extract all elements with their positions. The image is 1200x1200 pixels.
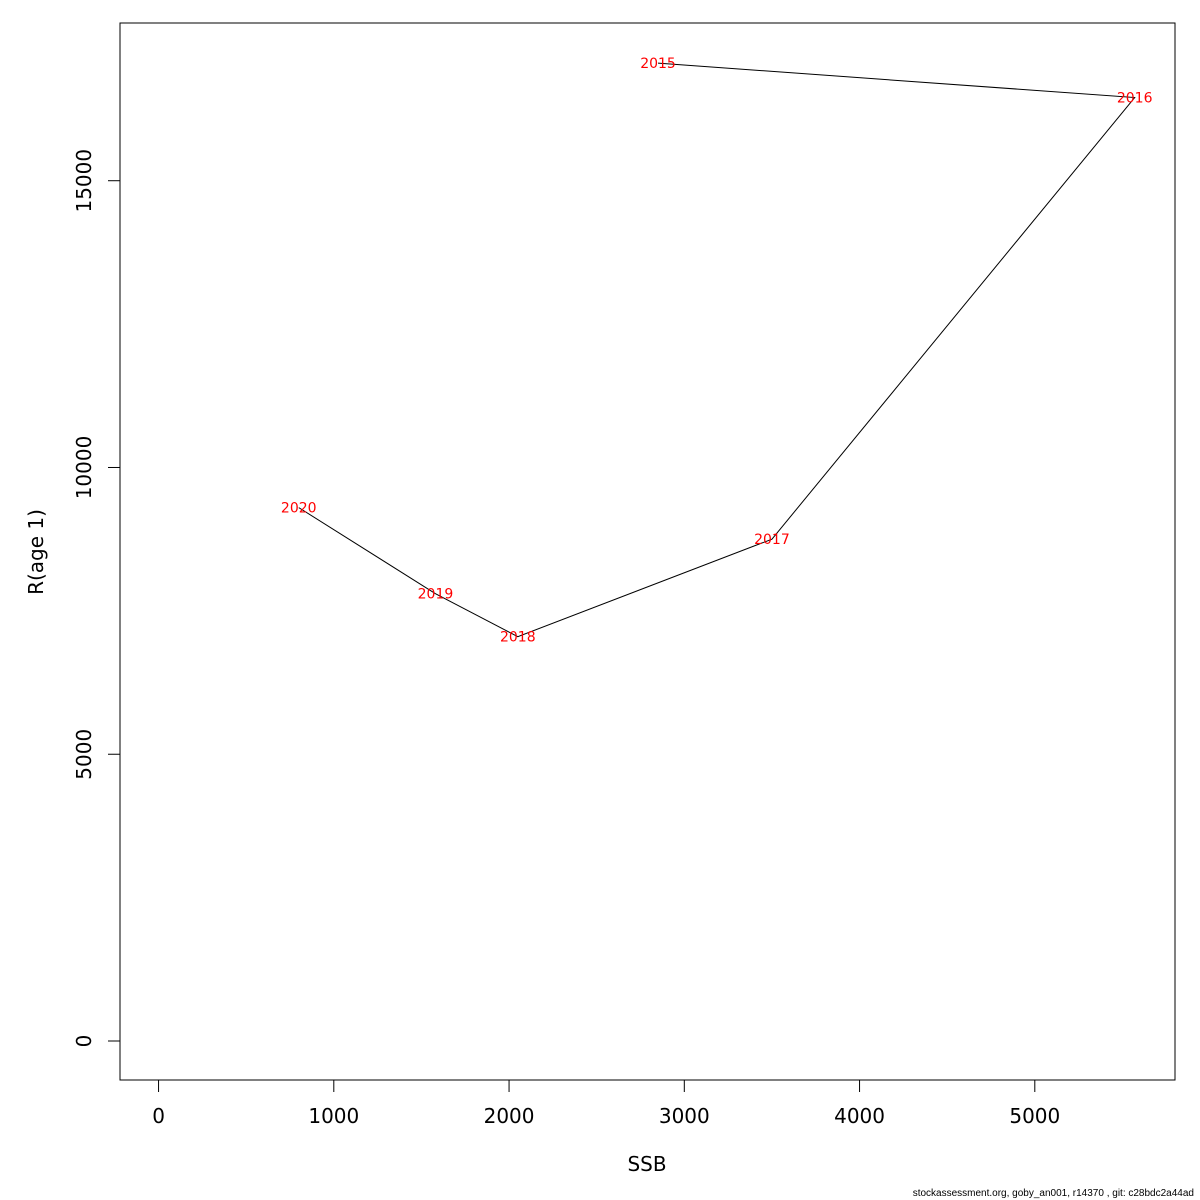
- y-tick-label: 10000: [72, 436, 96, 500]
- footer-note: stockassessment.org, goby_an001, r14370 …: [912, 1188, 1194, 1199]
- y-axis-title: R(age 1): [24, 509, 48, 595]
- y-tick-label: 5000: [72, 729, 96, 780]
- y-tick-label: 0: [72, 1035, 96, 1048]
- y-tick-label: 15000: [72, 149, 96, 213]
- x-tick-label: 1000: [308, 1104, 359, 1128]
- point-label-2016: 2016: [1117, 91, 1153, 107]
- point-label-2020: 2020: [281, 501, 317, 517]
- y-axis: 0 5000 10000 15000: [72, 149, 121, 1048]
- plot-frame: [119, 22, 1176, 1081]
- x-tick-label: 3000: [659, 1104, 710, 1128]
- x-tick-label: 2000: [484, 1104, 535, 1128]
- x-tick-label: 4000: [834, 1104, 885, 1128]
- point-label-2019: 2019: [418, 587, 454, 603]
- x-axis-title: SSB: [627, 1152, 666, 1176]
- point-label-2018: 2018: [500, 630, 536, 646]
- point-label-2017: 2017: [754, 532, 790, 548]
- x-tick-label: 5000: [1009, 1104, 1060, 1128]
- point-labels: 2015 2016 2017 2018 2019 2020: [281, 56, 1153, 646]
- series-lines: [298, 62, 1136, 638]
- point-label-2015: 2015: [640, 56, 676, 72]
- series-line: [298, 62, 1136, 638]
- x-axis: 0 1000 2000 3000 4000 5000: [152, 1079, 1060, 1128]
- x-tick-label: 0: [152, 1104, 165, 1128]
